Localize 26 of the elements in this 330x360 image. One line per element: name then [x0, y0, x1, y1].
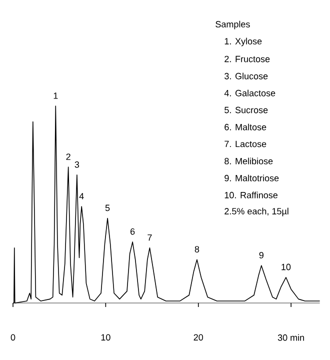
annotation: 10. Raffinose — [224, 192, 278, 198]
annotation: 1 — [54, 92, 58, 99]
annotation: 4 — [79, 193, 84, 200]
annotation: 8 — [194, 246, 200, 252]
annotation: 5. Sucrose — [224, 106, 268, 114]
text: 1. Xylose — [224, 38, 262, 46]
annotation: 2 — [66, 154, 70, 160]
annotation: 7. Lactose — [224, 140, 266, 148]
annotation: 8. Melibiose — [224, 158, 273, 164]
x-tick-label: 0 — [10, 334, 16, 341]
x-tick-label: 30 min — [278, 334, 304, 341]
annotation: 6. Maltose — [224, 124, 266, 130]
x-tick-label: 20 — [194, 334, 204, 341]
annotation: 9. Maltotriose — [224, 174, 279, 182]
text: Samples — [216, 20, 250, 30]
text: 4. Galactose — [224, 90, 276, 96]
annotation: 2.5% each, 15µl — [224, 208, 288, 216]
x-tick-label: 10 — [101, 334, 110, 341]
annotation: 9 — [259, 252, 264, 258]
text: 2. Fructose — [224, 56, 270, 62]
annotation: 5 — [105, 204, 110, 212]
text: 3. Glucose — [224, 72, 268, 80]
annotation: 10 — [282, 264, 291, 270]
annotation: 7 — [148, 234, 152, 241]
annotation: 3 — [74, 161, 80, 168]
annotation: 6 — [130, 228, 135, 235]
